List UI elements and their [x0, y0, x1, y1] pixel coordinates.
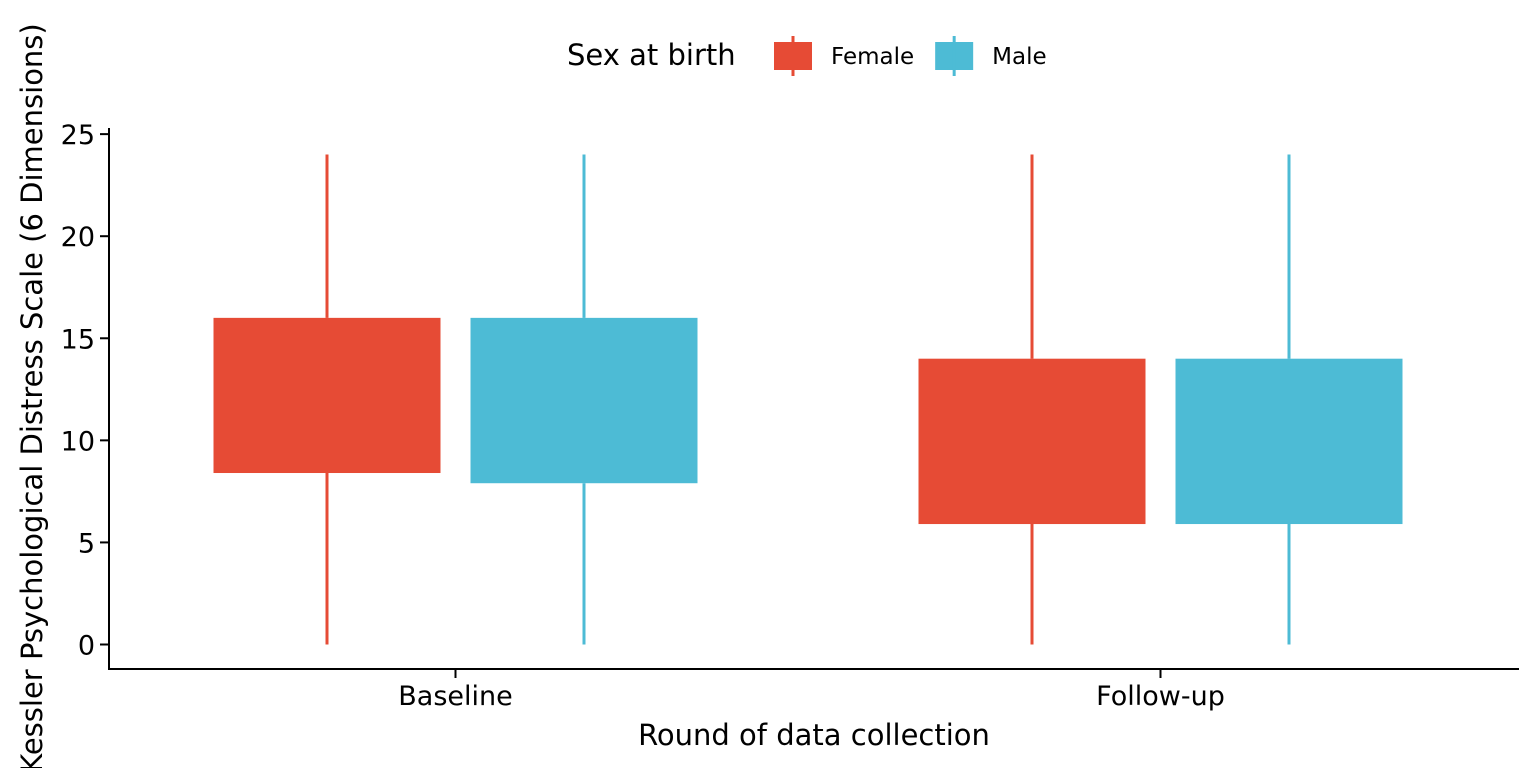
y-axis-title: Kessler Psychological Distress Scale (6 …: [15, 23, 49, 768]
legend-title: Sex at birth: [567, 38, 736, 72]
y-tick-label: 15: [61, 324, 95, 355]
x-tick-label: Follow-up: [1096, 681, 1225, 712]
x-axis-ticks: Baseline Follow-up: [398, 669, 1225, 712]
y-tick-label: 20: [61, 222, 95, 253]
box-female-follow-up: [918, 154, 1146, 645]
box-body: [918, 358, 1146, 525]
legend-item-male: Male: [935, 36, 1047, 76]
boxes: [213, 154, 1403, 645]
box-body: [470, 317, 698, 484]
legend-item-female: Female: [774, 36, 914, 76]
box-body: [213, 317, 441, 474]
y-tick-label: 5: [78, 528, 95, 559]
plot-area: 0 5 10 15 20 25 Baseline Follow-up: [61, 120, 1519, 712]
y-tick-label: 25: [61, 120, 95, 151]
y-tick-label: 10: [61, 426, 95, 457]
box-body: [1175, 358, 1403, 525]
box-female-baseline: [213, 154, 441, 645]
box-male-follow-up: [1175, 154, 1403, 645]
x-axis-title: Round of data collection: [638, 718, 990, 752]
legend: Sex at birth Female Male: [567, 36, 1047, 76]
legend-label: Male: [992, 44, 1046, 70]
x-tick-label: Baseline: [398, 681, 512, 712]
box-male-baseline: [470, 154, 698, 645]
legend-label: Female: [831, 44, 914, 70]
y-tick-label: 0: [78, 631, 95, 662]
y-axis-ticks: 0 5 10 15 20 25: [61, 120, 109, 662]
